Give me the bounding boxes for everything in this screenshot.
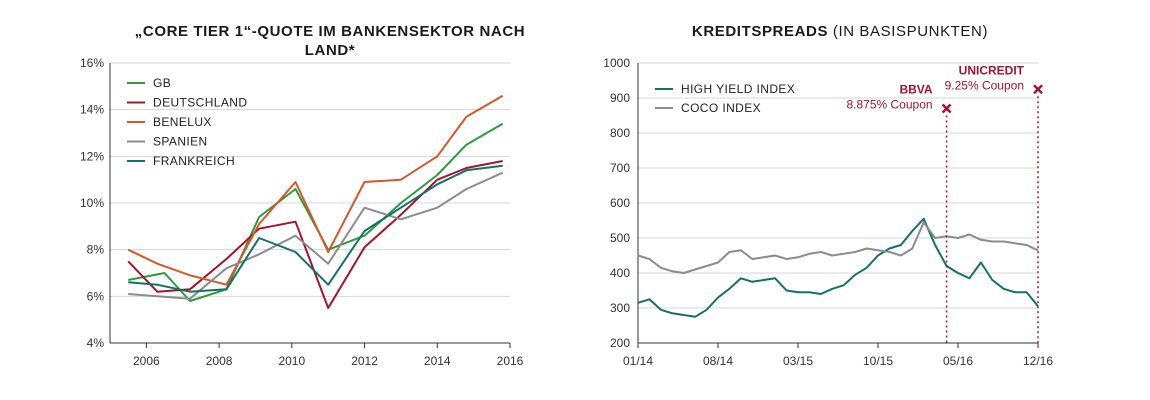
x-tick-label: 2016 (497, 354, 524, 368)
y-tick-label: 4% (87, 336, 105, 350)
annotation-marker-unicredit (1033, 84, 1043, 95)
annotation-marker-bbva (941, 103, 952, 114)
x-tick-label: 10/15 (863, 354, 893, 368)
y-tick-label: 200 (610, 336, 630, 350)
y-tick-label: 8% (87, 243, 105, 257)
legend-label-deutschland: DEUTSCHLAND (153, 96, 247, 110)
y-tick-label: 12% (80, 149, 104, 163)
y-tick-label: 500 (610, 231, 630, 245)
annotation-label-unicredit: UNICREDIT (959, 63, 1025, 77)
x-tick-label: 2012 (351, 354, 378, 368)
annotation-label-bbva: BBVA (899, 83, 932, 97)
legend-label-high-yield-index: HIGH YIELD INDEX (681, 82, 795, 96)
annotation-sublabel-bbva: 8.875% Coupon (846, 98, 932, 112)
y-tick-label: 300 (610, 301, 630, 315)
x-tick-label: 2006 (133, 354, 160, 368)
y-tick-label: 1000 (603, 56, 630, 70)
y-tick-label: 14% (80, 103, 104, 117)
series-line-frankreich (128, 164, 503, 293)
x-tick-label: 03/15 (783, 354, 813, 368)
chart-1-plot: 16% 14% 12% 10% 8% 6% 4% 2006 2008 2010 2012 2014 20… (80, 56, 524, 368)
x-tick-label: 05/16 (943, 354, 973, 368)
legend-label-gb: GB (153, 76, 171, 90)
legend-label-spanien: SPANIEN (153, 135, 208, 149)
x-tick-label: 2008 (206, 354, 233, 368)
y-tick-label: 900 (610, 91, 630, 105)
y-tick-label: 10% (80, 196, 104, 210)
annotation-cross-stroke (941, 103, 952, 114)
y-tick-label: 800 (610, 126, 630, 140)
series-line-benelux (127, 94, 504, 286)
series-line-spanien (128, 171, 504, 300)
legend-label-frankreich: FRANKREICH (153, 154, 235, 168)
y-tick-label: 16% (80, 56, 104, 70)
x-tick-label: 01/14 (623, 354, 653, 368)
chart-1-title: „CORE TIER 1“-QUOTE IM BANKENSEKTOR NACH… (134, 23, 526, 59)
y-tick-label: 700 (610, 161, 630, 175)
annotation-sublabel-unicredit: 9.25% Coupon (945, 78, 1024, 92)
legend-label-coco-index: COCO INDEX (681, 101, 761, 115)
y-tick-label: 6% (87, 289, 105, 303)
series-line-coco-index (637, 221, 1039, 274)
series-line-high-yield-index (637, 217, 1039, 318)
legend-label-benelux: BENELUX (153, 115, 212, 129)
x-tick-label: 08/14 (703, 354, 733, 368)
chart-2-title: KREDITSPREADS (IN BASISPUNKTEN) (691, 23, 989, 40)
y-tick-label: 400 (610, 266, 630, 280)
annotation-cross-stroke (1033, 84, 1043, 95)
x-tick-label: 2010 (278, 354, 305, 368)
x-tick-label: 12/16 (1023, 354, 1053, 368)
y-tick-label: 600 (610, 196, 630, 210)
x-tick-label: 2014 (424, 354, 451, 368)
